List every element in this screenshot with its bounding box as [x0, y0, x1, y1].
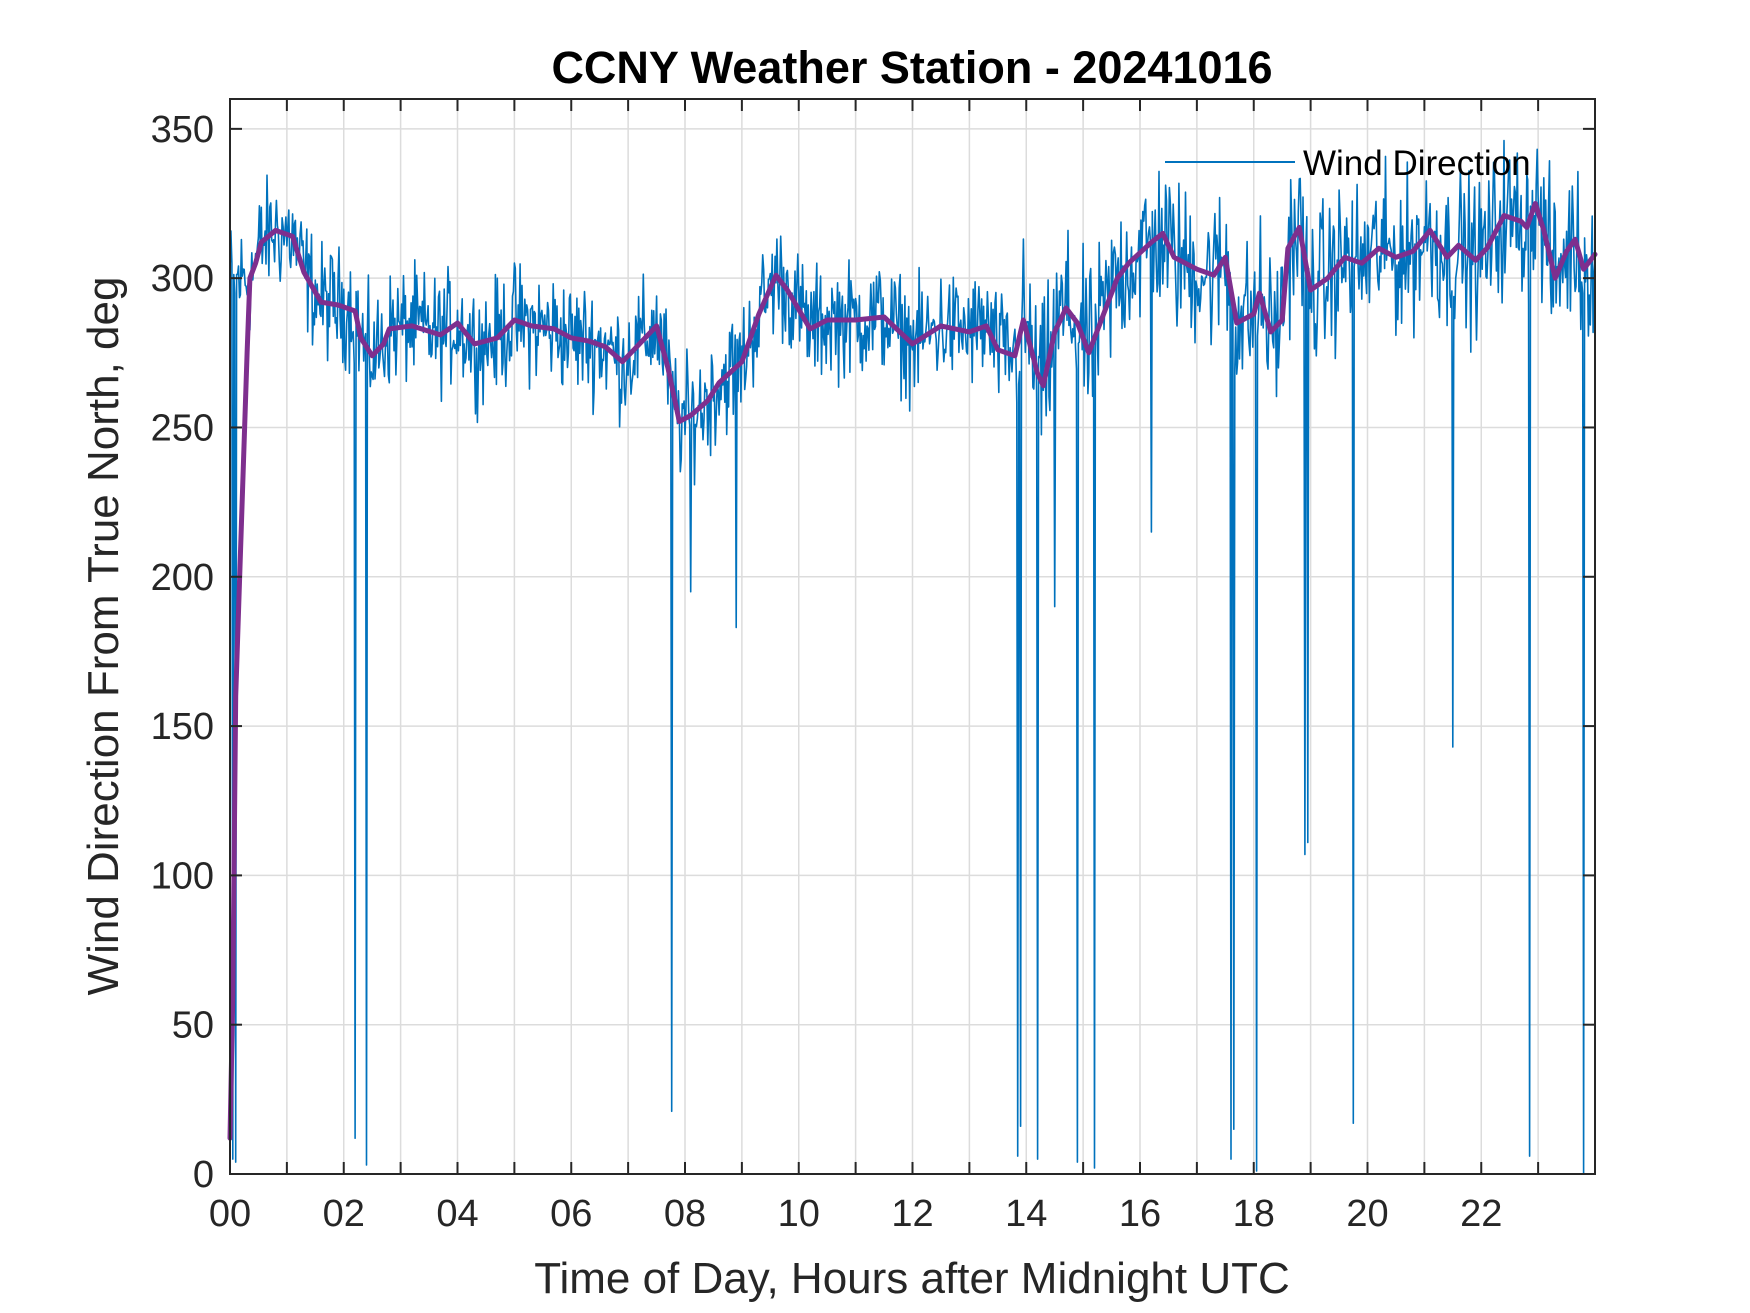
x-tick-label: 04	[436, 1193, 478, 1235]
y-tick-label: 150	[151, 706, 214, 748]
y-tick-label: 250	[151, 407, 214, 449]
x-tick-label: 12	[891, 1193, 933, 1235]
chart-title: CCNY Weather Station - 20241016	[551, 42, 1272, 93]
x-tick-labels: 00 02 04 06 08 10 12 14 16 18 20 22	[209, 1193, 1503, 1235]
y-tick-label: 50	[172, 1005, 214, 1047]
grid	[230, 99, 1595, 1174]
y-tick-label: 0	[193, 1154, 214, 1196]
moving-average-series	[227, 201, 1598, 1141]
x-tick-label: 16	[1119, 1193, 1161, 1235]
wind-direction-series	[229, 139, 1596, 1175]
x-tick-label: 02	[323, 1193, 365, 1235]
y-tick-label: 300	[151, 258, 214, 300]
moving-average-line	[227, 201, 1598, 1141]
y-tick-label: 350	[151, 109, 214, 151]
x-tick-label: 06	[550, 1193, 592, 1235]
legend: Wind Direction	[1165, 144, 1531, 183]
x-axis-label: Time of Day, Hours after Midnight UTC	[534, 1254, 1290, 1303]
y-axis-label: Wind Direction From True North, deg	[79, 277, 128, 996]
x-tick-label: 14	[1005, 1193, 1047, 1235]
x-tick-label: 10	[778, 1193, 820, 1235]
wind-direction-line	[229, 139, 1596, 1175]
y-tick-label: 200	[151, 557, 214, 599]
axis-ticks	[229, 99, 1596, 1175]
y-tick-labels: 0 50 100 150 200 250 300 350	[151, 109, 214, 1196]
x-tick-label: 18	[1233, 1193, 1275, 1235]
x-tick-label: 20	[1346, 1193, 1388, 1235]
x-tick-label: 08	[664, 1193, 706, 1235]
legend-label-wind-direction: Wind Direction	[1303, 144, 1531, 183]
x-tick-label: 22	[1460, 1193, 1502, 1235]
y-tick-label: 100	[151, 855, 214, 897]
x-tick-label: 00	[209, 1193, 251, 1235]
